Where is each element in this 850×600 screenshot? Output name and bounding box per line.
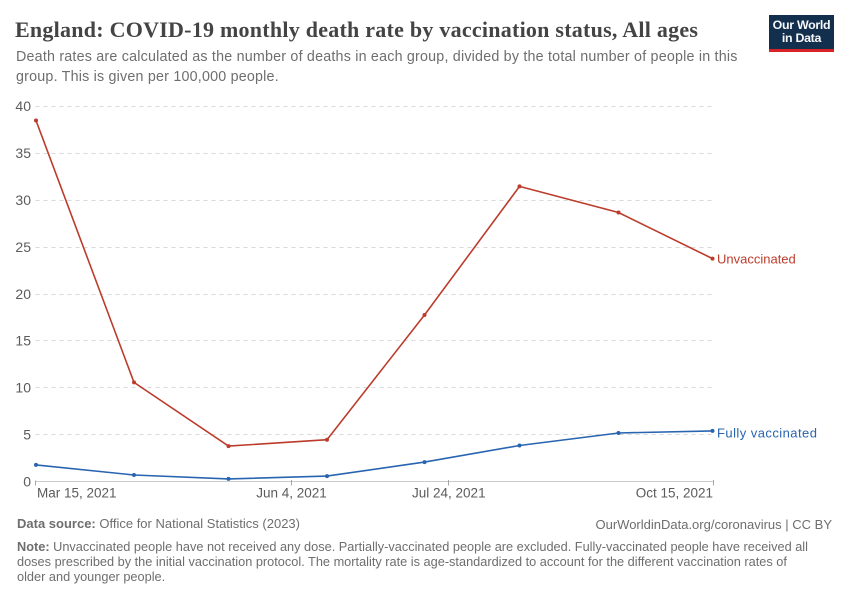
svg-text:15: 15: [15, 333, 31, 349]
svg-text:35: 35: [15, 145, 31, 161]
svg-text:40: 40: [15, 98, 31, 114]
svg-text:20: 20: [15, 286, 31, 302]
svg-text:5: 5: [23, 427, 31, 443]
svg-text:Oct 15, 2021: Oct 15, 2021: [636, 486, 713, 501]
svg-text:Jun 4, 2021: Jun 4, 2021: [256, 486, 327, 501]
svg-text:0: 0: [23, 473, 31, 489]
svg-text:25: 25: [15, 239, 31, 255]
svg-text:Jul 24, 2021: Jul 24, 2021: [412, 486, 486, 501]
svg-text:Unvaccinated: Unvaccinated: [717, 252, 796, 267]
svg-text:Fully vaccinated: Fully vaccinated: [717, 426, 817, 441]
svg-text:30: 30: [15, 192, 31, 208]
svg-text:Mar 15, 2021: Mar 15, 2021: [37, 486, 117, 501]
svg-text:10: 10: [15, 380, 31, 396]
